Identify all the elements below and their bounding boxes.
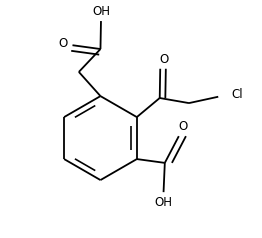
Text: OH: OH [155, 196, 173, 209]
Text: OH: OH [92, 5, 110, 18]
Text: O: O [58, 37, 67, 50]
Text: Cl: Cl [231, 88, 243, 101]
Text: O: O [159, 53, 168, 66]
Text: O: O [179, 120, 188, 133]
